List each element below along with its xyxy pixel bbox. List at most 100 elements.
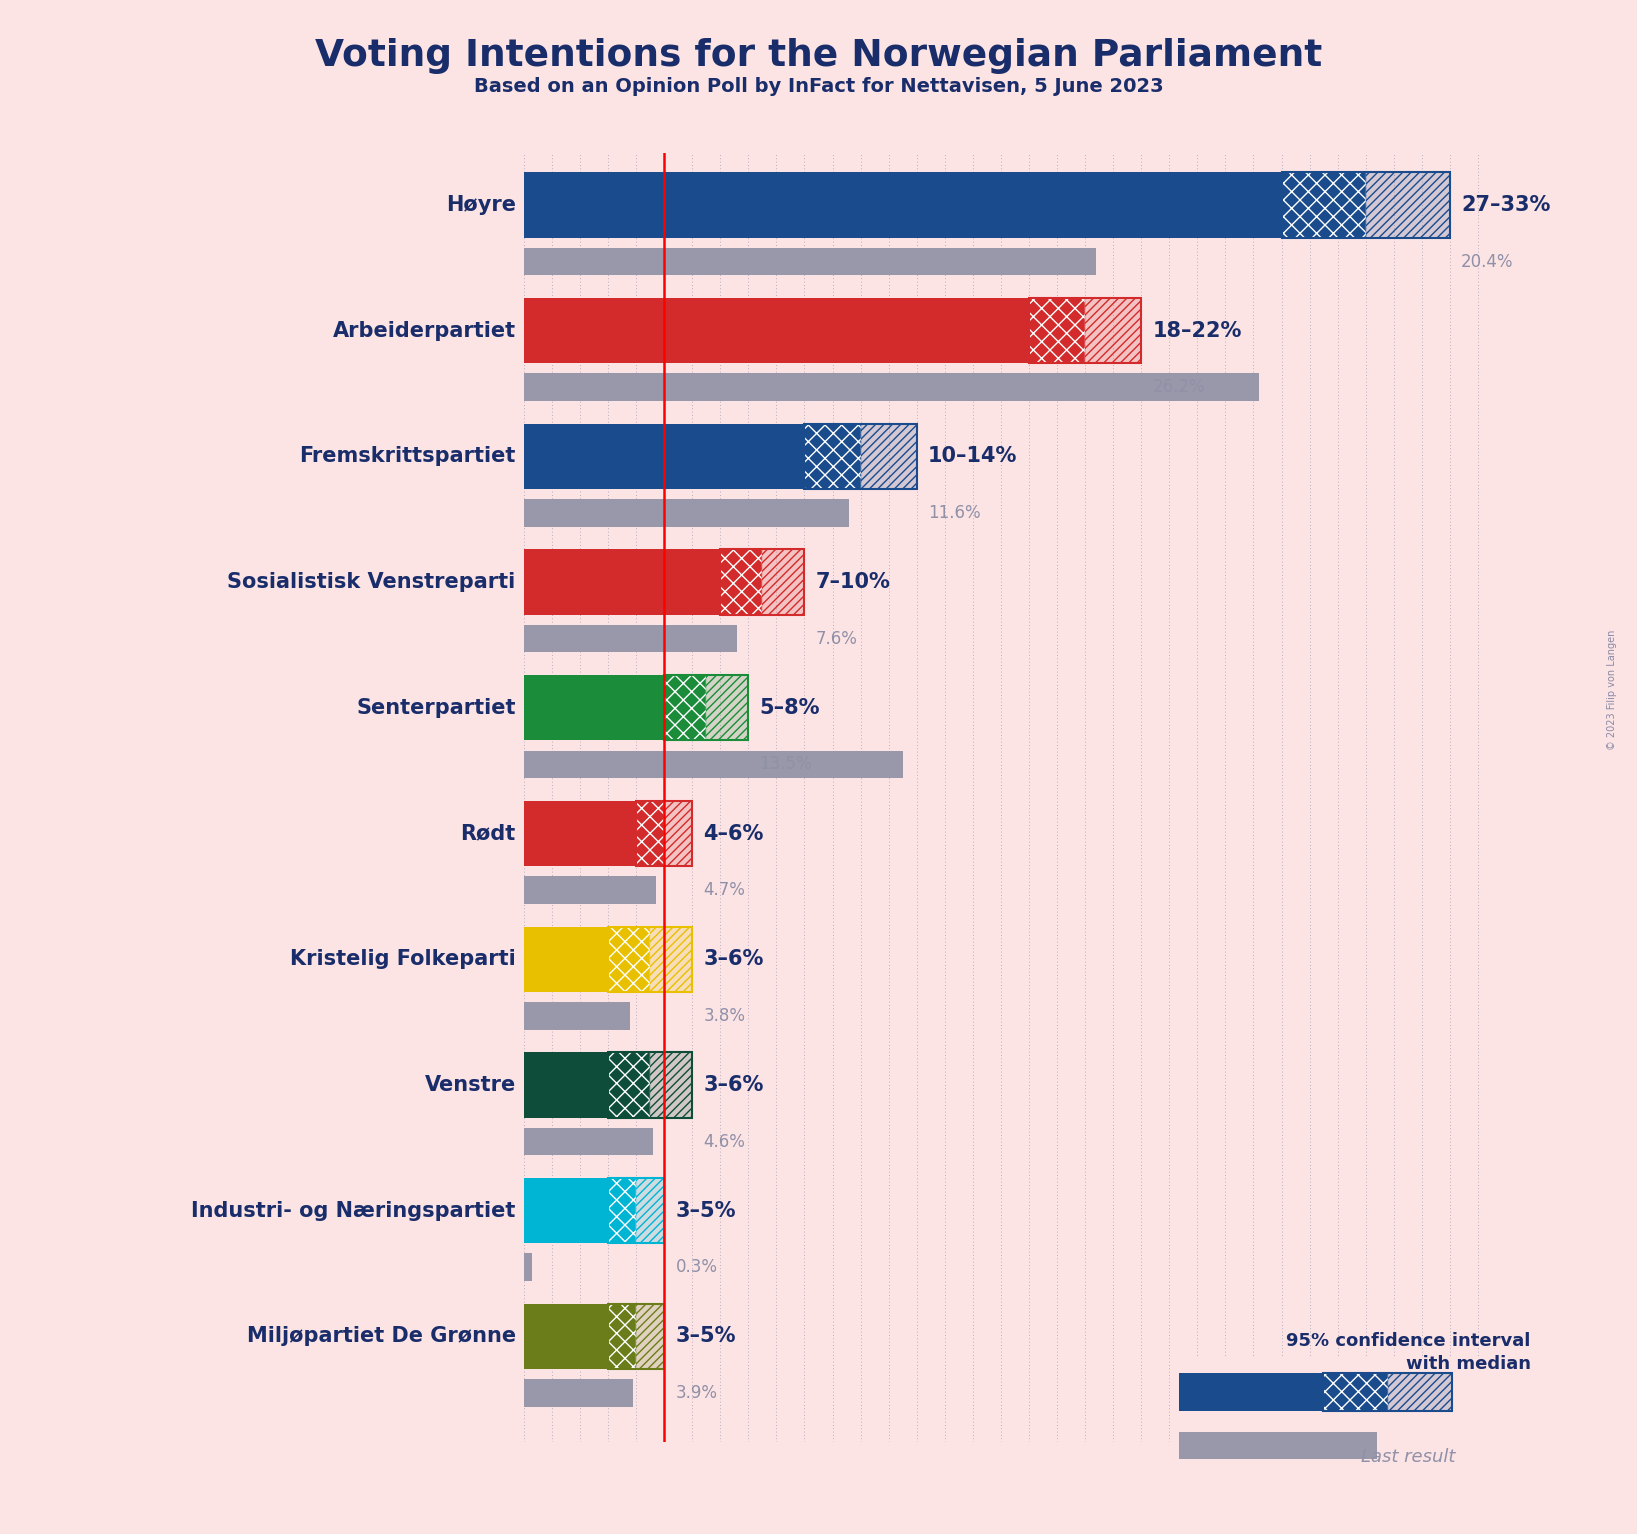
Bar xyxy=(1388,1373,1452,1411)
Bar xyxy=(607,1052,692,1118)
Bar xyxy=(524,1002,630,1029)
Text: 7–10%: 7–10% xyxy=(815,572,891,592)
Bar xyxy=(637,801,692,867)
Bar xyxy=(524,423,804,489)
Bar xyxy=(607,1178,637,1244)
Bar xyxy=(524,499,850,526)
Bar xyxy=(524,927,607,992)
Bar xyxy=(763,549,804,615)
Bar xyxy=(1085,298,1141,364)
Text: Høyre: Høyre xyxy=(445,195,516,215)
Text: Arbeiderpartiet: Arbeiderpartiet xyxy=(332,321,516,341)
Bar xyxy=(763,549,804,615)
Bar xyxy=(524,1052,607,1118)
Bar xyxy=(607,1178,665,1244)
Bar xyxy=(524,1178,607,1244)
Text: 3–6%: 3–6% xyxy=(704,1075,764,1095)
Bar xyxy=(650,927,692,992)
Text: Based on an Opinion Poll by InFact for Nettavisen, 5 June 2023: Based on an Opinion Poll by InFact for N… xyxy=(473,77,1164,95)
Bar xyxy=(1282,172,1365,238)
Bar xyxy=(1388,1373,1452,1411)
Bar xyxy=(1323,1373,1388,1411)
Text: © 2023 Filip von Langen: © 2023 Filip von Langen xyxy=(1608,630,1617,750)
Bar xyxy=(665,675,748,741)
Text: Voting Intentions for the Norwegian Parliament: Voting Intentions for the Norwegian Parl… xyxy=(314,38,1323,74)
Text: Kristelig Folkeparti: Kristelig Folkeparti xyxy=(290,950,516,969)
Text: 18–22%: 18–22% xyxy=(1152,321,1242,341)
Text: 26.2%: 26.2% xyxy=(1152,379,1205,396)
Bar xyxy=(524,298,1030,364)
Text: 27–33%: 27–33% xyxy=(1462,195,1550,215)
Bar xyxy=(1323,1373,1452,1411)
Bar xyxy=(1179,1373,1323,1411)
Bar xyxy=(804,423,861,489)
Bar xyxy=(650,927,692,992)
Bar xyxy=(524,172,1282,238)
Text: 3.9%: 3.9% xyxy=(676,1384,717,1402)
Bar xyxy=(524,1379,634,1407)
Bar xyxy=(1179,1433,1377,1459)
Bar xyxy=(607,1304,637,1368)
Bar xyxy=(720,549,763,615)
Text: 3.8%: 3.8% xyxy=(704,1006,745,1025)
Text: 5–8%: 5–8% xyxy=(760,698,820,718)
Bar xyxy=(607,927,650,992)
Text: Last result: Last result xyxy=(1360,1448,1455,1467)
Bar xyxy=(637,1304,665,1368)
Bar xyxy=(524,624,737,652)
Bar xyxy=(524,1253,532,1281)
Text: 95% confidence interval
with median: 95% confidence interval with median xyxy=(1287,1332,1531,1373)
Text: 13.5%: 13.5% xyxy=(760,755,812,773)
Bar xyxy=(665,801,692,867)
Text: 4.7%: 4.7% xyxy=(704,881,745,899)
Text: Senterpartiet: Senterpartiet xyxy=(357,698,516,718)
Text: Rødt: Rødt xyxy=(460,824,516,844)
Bar xyxy=(1282,172,1450,238)
Text: 3–5%: 3–5% xyxy=(676,1327,737,1347)
Bar xyxy=(524,247,1097,275)
Bar xyxy=(607,927,692,992)
Bar xyxy=(524,750,902,778)
Bar xyxy=(665,801,692,867)
Text: 3–5%: 3–5% xyxy=(676,1201,737,1221)
Bar xyxy=(607,1304,665,1368)
Text: 3–6%: 3–6% xyxy=(704,950,764,969)
Bar xyxy=(637,1178,665,1244)
Text: 4–6%: 4–6% xyxy=(704,824,764,844)
Text: Fremskrittspartiet: Fremskrittspartiet xyxy=(300,446,516,466)
Text: 10–14%: 10–14% xyxy=(928,446,1017,466)
Bar xyxy=(1030,298,1141,364)
Bar xyxy=(706,675,748,741)
Bar xyxy=(1365,172,1450,238)
Bar xyxy=(524,675,665,741)
Bar xyxy=(524,1127,653,1155)
Bar xyxy=(637,1304,665,1368)
Text: 7.6%: 7.6% xyxy=(815,629,858,647)
Bar xyxy=(637,1178,665,1244)
Bar xyxy=(706,675,748,741)
Text: 0.3%: 0.3% xyxy=(676,1258,717,1276)
Text: 4.6%: 4.6% xyxy=(704,1132,745,1150)
Bar xyxy=(524,876,656,904)
Bar xyxy=(1085,298,1141,364)
Text: 20.4%: 20.4% xyxy=(1462,253,1514,270)
Text: Sosialistisk Venstreparti: Sosialistisk Venstreparti xyxy=(228,572,516,592)
Bar xyxy=(524,801,637,867)
Bar xyxy=(607,1052,650,1118)
Text: Venstre: Venstre xyxy=(424,1075,516,1095)
Bar xyxy=(861,423,917,489)
Bar xyxy=(720,549,804,615)
Bar xyxy=(804,423,917,489)
Bar xyxy=(524,373,1259,400)
Text: Miljøpartiet De Grønne: Miljøpartiet De Grønne xyxy=(247,1327,516,1347)
Bar xyxy=(524,549,720,615)
Bar xyxy=(524,1304,607,1368)
Bar xyxy=(650,1052,692,1118)
Text: 11.6%: 11.6% xyxy=(928,505,981,522)
Bar xyxy=(861,423,917,489)
Bar xyxy=(1030,298,1085,364)
Bar xyxy=(637,801,665,867)
Bar xyxy=(1365,172,1450,238)
Text: Industri- og Næringspartiet: Industri- og Næringspartiet xyxy=(192,1201,516,1221)
Bar xyxy=(665,675,706,741)
